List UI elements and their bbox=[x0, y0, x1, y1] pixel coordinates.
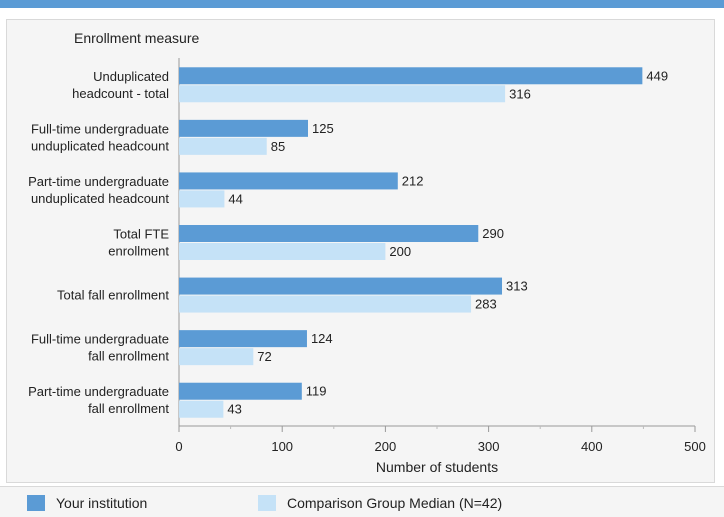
bar-value-label: 290 bbox=[482, 226, 504, 241]
category-label: Full-time undergraduate bbox=[31, 121, 169, 136]
bar-chart: Enrollment measure 0 100 200 300 400 500 Number… bbox=[28, 30, 706, 475]
category-label: unduplicated headcount bbox=[31, 138, 169, 153]
bar-value-label: 125 bbox=[312, 121, 334, 136]
bar-value-label: 119 bbox=[306, 384, 327, 399]
legend-swatch-comparison-median bbox=[258, 495, 276, 511]
x-axis-title: Number of students bbox=[376, 459, 498, 475]
top-accent-bar bbox=[0, 0, 724, 8]
category-label: Total fall enrollment bbox=[57, 288, 169, 303]
bar-your-institution bbox=[179, 382, 302, 400]
bar-your-institution bbox=[179, 225, 479, 242]
bar-your-institution bbox=[179, 67, 643, 85]
bar-comparison-median bbox=[179, 243, 386, 260]
bar-value-label: 72 bbox=[257, 349, 271, 364]
bar-your-institution bbox=[179, 330, 307, 348]
x-tick-label: 500 bbox=[684, 439, 706, 454]
legend-swatch-your-institution bbox=[27, 495, 45, 511]
bar-value-label: 313 bbox=[506, 279, 528, 294]
x-tick-label: 100 bbox=[271, 439, 293, 454]
bar-comparison-median bbox=[179, 137, 267, 155]
bar-comparison-median bbox=[179, 85, 506, 103]
bar-value-label: 124 bbox=[311, 331, 333, 346]
bar-value-label: 200 bbox=[389, 244, 411, 259]
bar-comparison-median bbox=[179, 190, 225, 208]
x-tick-label: 200 bbox=[375, 439, 397, 454]
category-label: Total FTE bbox=[113, 227, 169, 242]
category-label: enrollment bbox=[108, 244, 169, 259]
bar-comparison-median bbox=[179, 400, 224, 418]
category-label: Part-time undergraduate bbox=[28, 384, 169, 399]
bar-your-institution bbox=[179, 119, 308, 137]
bar-value-label: 212 bbox=[402, 173, 424, 188]
category-label: fall enrollment bbox=[88, 349, 169, 364]
bar-value-label: 85 bbox=[271, 139, 285, 154]
legend-label-comparison-median: Comparison Group Median (N=42) bbox=[287, 495, 503, 511]
bar-your-institution bbox=[179, 277, 503, 295]
bar-value-label: 43 bbox=[227, 402, 241, 417]
x-tick-label: 400 bbox=[581, 439, 603, 454]
bar-your-institution bbox=[179, 172, 398, 190]
category-label: Unduplicated bbox=[93, 69, 169, 84]
bar-comparison-median bbox=[179, 295, 472, 313]
bar-value-label: 283 bbox=[475, 297, 497, 312]
chart-legend: Your institution Comparison Group Median… bbox=[0, 486, 724, 517]
category-label: fall enrollment bbox=[88, 401, 169, 416]
bar-value-label: 44 bbox=[228, 191, 242, 206]
x-tick-label: 0 bbox=[175, 439, 182, 454]
category-label: unduplicated headcount bbox=[31, 191, 169, 206]
y-axis-title: Enrollment measure bbox=[74, 30, 199, 46]
bar-value-label: 449 bbox=[646, 68, 668, 83]
bar-value-label: 316 bbox=[509, 86, 531, 101]
category-label: Part-time undergraduate bbox=[28, 174, 169, 189]
bar-comparison-median bbox=[179, 348, 254, 366]
x-tick-label: 300 bbox=[478, 439, 500, 454]
category-label: headcount - total bbox=[72, 86, 169, 101]
legend-label-your-institution: Your institution bbox=[56, 495, 148, 511]
category-label: Full-time undergraduate bbox=[31, 332, 169, 347]
